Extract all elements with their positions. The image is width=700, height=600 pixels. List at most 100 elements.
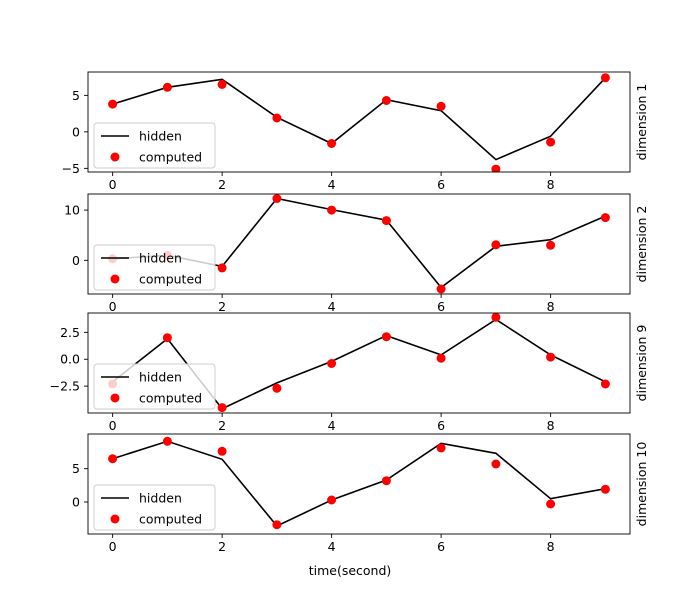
computed-point (217, 79, 227, 89)
computed-point (162, 436, 172, 446)
subplot-3: 0 2 4 6 8 −2.5 0.0 2.5 dimension 9 hidden computed (50, 312, 649, 433)
x-tick-label: 6 (437, 418, 445, 433)
y-tick-label: 10 (64, 203, 80, 218)
computed-point (600, 484, 610, 494)
axes-frame (87, 193, 631, 295)
legend-box (93, 363, 216, 410)
x-tick-label: 2 (218, 299, 226, 314)
legend-label-hidden: hidden (139, 251, 182, 266)
legend-label-hidden: hidden (139, 129, 182, 144)
computed-point (327, 205, 337, 215)
computed-point (436, 284, 446, 294)
computed-point (546, 240, 556, 250)
x-tick-label: 2 (218, 177, 226, 192)
legend-label-hidden: hidden (139, 491, 182, 506)
y-tick-label: 0 (72, 124, 80, 139)
legend-marker-swatch (110, 152, 120, 162)
y-tick-label: 5 (72, 461, 80, 476)
y-tick-label: −2.5 (50, 379, 80, 394)
subplot-2: 0 2 4 6 8 0 10 dimension 2 hidden computed (64, 193, 649, 314)
series-hidden-line (112, 440, 606, 527)
y-axis-label: dimension 1 (634, 84, 649, 161)
computed-point (491, 459, 501, 469)
computed-point (272, 194, 282, 203)
computed-point (381, 332, 391, 342)
computed-point (381, 476, 391, 486)
x-tick-label: 6 (437, 299, 445, 314)
computed-point (600, 379, 610, 389)
x-tick-label: 6 (437, 177, 445, 192)
legend-label-computed: computed (139, 272, 202, 287)
computed-point (217, 263, 227, 273)
series-hidden-line (112, 77, 606, 161)
computed-point (491, 240, 501, 250)
legend: hidden computed (93, 363, 216, 410)
legend-marker-swatch (110, 393, 120, 403)
y-axis-label: dimension 10 (634, 442, 649, 527)
legend: hidden computed (93, 244, 216, 291)
x-tick-label: 0 (109, 539, 117, 554)
legend-box (93, 244, 216, 291)
computed-point (327, 495, 337, 505)
computed-point (162, 333, 172, 343)
computed-point (600, 213, 610, 223)
computed-point (272, 520, 282, 530)
computed-point (108, 454, 118, 464)
legend-label-computed: computed (139, 391, 202, 406)
x-tick-label: 8 (547, 177, 555, 192)
axes-frame (87, 71, 631, 173)
y-tick-label: 0.0 (60, 352, 80, 367)
computed-point (327, 359, 337, 368)
axes-frame (87, 312, 631, 414)
computed-point (491, 313, 501, 322)
x-tick-label: 8 (547, 539, 555, 554)
computed-point (546, 499, 556, 509)
x-axis-label: time(second) (309, 563, 392, 578)
x-tick-label: 2 (218, 418, 226, 433)
y-tick-label: 2.5 (60, 325, 80, 340)
computed-point (327, 139, 337, 148)
computed-point (436, 443, 446, 453)
legend-marker-swatch (110, 514, 120, 524)
x-tick-label: 6 (437, 539, 445, 554)
legend-label-computed: computed (139, 512, 202, 527)
y-axis-label: dimension 9 (634, 325, 649, 402)
x-tick-label: 2 (218, 539, 226, 554)
computed-point (546, 137, 556, 147)
plot-area (108, 436, 610, 530)
x-tick-label: 0 (109, 177, 117, 192)
computed-point (162, 82, 172, 92)
legend-marker-swatch (110, 274, 120, 284)
x-tick-label: 8 (547, 299, 555, 314)
x-tick-label: 4 (328, 418, 336, 433)
legend: hidden computed (93, 122, 216, 169)
y-tick-label: 0 (72, 253, 80, 268)
x-tick-label: 4 (328, 299, 336, 314)
y-tick-label: 5 (72, 88, 80, 103)
computed-point (272, 383, 282, 393)
computed-point (436, 353, 446, 363)
x-tick-label: 4 (328, 177, 336, 192)
legend-label-hidden: hidden (139, 370, 182, 385)
subplot-1: 0 2 4 6 8 −5 0 5 dimension 1 hidden computed (62, 71, 649, 192)
computed-point (272, 113, 282, 123)
y-tick-label: −5 (62, 161, 80, 176)
subplot-4: 0 2 4 6 8 0 5 dimension 10 hidden computed (72, 433, 649, 554)
legend-box (93, 484, 216, 531)
axes-frame (87, 433, 631, 535)
computed-point (217, 403, 227, 413)
computed-point (436, 101, 446, 111)
computed-point (546, 352, 556, 362)
legend: hidden computed (93, 484, 216, 531)
computed-point (600, 73, 610, 83)
legend-box (93, 122, 216, 169)
computed-point (381, 216, 391, 226)
computed-point (381, 96, 391, 105)
computed-point (108, 99, 118, 109)
y-axis-label: dimension 2 (634, 206, 649, 283)
plot-area (108, 73, 610, 172)
x-tick-label: 8 (547, 418, 555, 433)
x-tick-label: 0 (109, 418, 117, 433)
